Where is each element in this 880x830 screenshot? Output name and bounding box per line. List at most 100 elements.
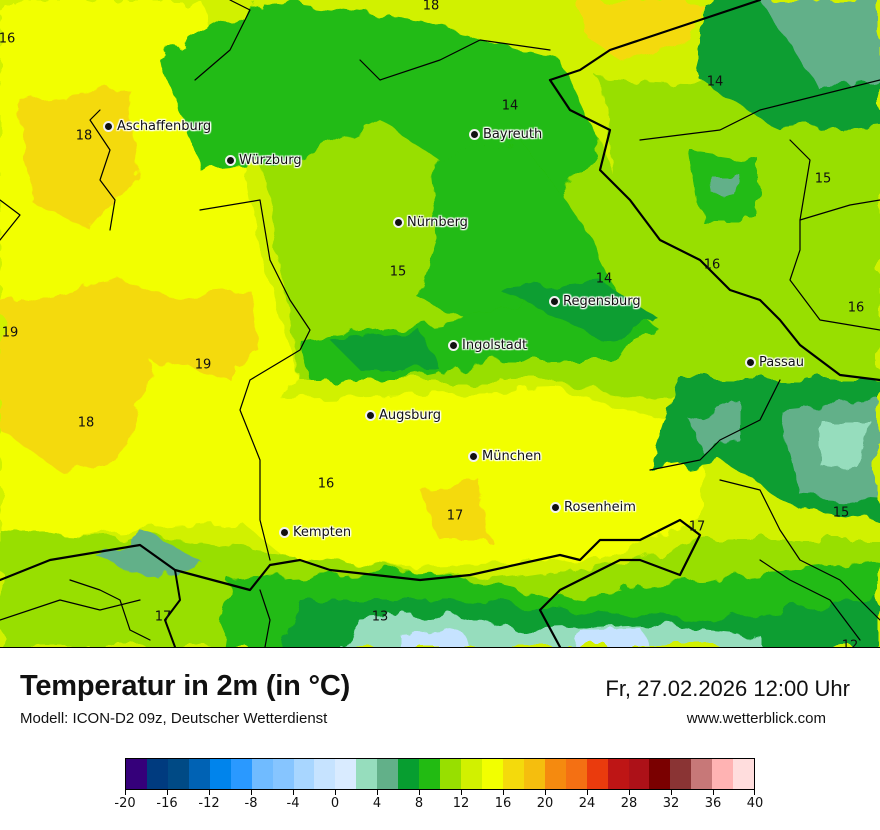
colorbar-tick-label: -4 — [286, 796, 300, 811]
city-name: Nürnberg — [407, 215, 468, 230]
colorbar-segment — [167, 759, 189, 789]
colorbar-segment — [544, 759, 566, 789]
colorbar-segment — [523, 759, 545, 789]
colorbar-segment — [356, 759, 378, 789]
colorbar-tick-label: -20 — [114, 796, 136, 811]
city-marker: Nürnberg — [393, 215, 468, 230]
temperature-colorbar — [125, 758, 755, 790]
colorbar-tick-label: -8 — [244, 796, 258, 811]
colorbar-tick-label: 36 — [704, 796, 722, 811]
temperature-value: 15 — [814, 171, 832, 187]
colorbar-segment — [440, 759, 461, 789]
forecast-datetime: Fr, 27.02.2026 12:00 Uhr — [605, 676, 850, 701]
city-marker: Regensburg — [549, 294, 641, 309]
colorbar-tick — [587, 790, 588, 795]
colorbar-segment — [293, 759, 315, 789]
city-name: Passau — [759, 355, 804, 370]
city-name: Würzburg — [239, 153, 302, 168]
colorbar-tick — [377, 790, 378, 795]
temperature-value: 15 — [389, 264, 407, 280]
website-link[interactable]: www.wetterblick.com — [686, 710, 826, 727]
colorbar-tick — [125, 790, 126, 795]
colorbar-tick-label: 24 — [578, 796, 596, 811]
temperature-value: 17 — [688, 519, 706, 535]
colorbar-segment — [377, 759, 399, 789]
colorbar-tick-label: 4 — [372, 796, 382, 811]
city-name: Ingolstadt — [462, 338, 528, 353]
colorbar-tick — [209, 790, 210, 795]
city-name: Aschaffenburg — [117, 119, 212, 134]
city-name: Regensburg — [563, 294, 641, 309]
colorbar-tick-label: 16 — [494, 796, 512, 811]
temperature-value: 17 — [446, 508, 464, 524]
model-info: Modell: ICON-D2 09z, Deutscher Wetterdie… — [20, 710, 328, 727]
city-dot-icon — [393, 217, 404, 228]
colorbar-segment — [461, 759, 482, 789]
city-marker: München — [468, 449, 541, 464]
city-name: Rosenheim — [564, 500, 636, 515]
colorbar-tick — [754, 790, 755, 795]
colorbar-segment — [335, 759, 357, 789]
colorbar-segment — [188, 759, 210, 789]
colorbar-segment — [649, 759, 671, 789]
temperature-value: 14 — [501, 98, 519, 114]
city-marker: Kempten — [279, 525, 352, 540]
city-marker: Ingolstadt — [448, 338, 528, 353]
map-title: Temperatur in 2m (in °C) — [20, 670, 351, 702]
temperature-value: 14 — [706, 74, 724, 90]
colorbar-segment — [565, 759, 587, 789]
colorbar-segment — [586, 759, 608, 789]
colorbar-segment — [126, 759, 147, 789]
temperature-field — [0, 0, 880, 647]
city-dot-icon — [549, 296, 560, 307]
city-dot-icon — [103, 121, 114, 132]
colorbar-segment — [419, 759, 441, 789]
colorbar-ticks: -20 -16 -12 -8 -4 0 4 8 12 16 20 24 28 32 36 40 — [114, 790, 763, 820]
city-dot-icon — [468, 451, 479, 462]
city-marker: Passau — [745, 355, 804, 370]
colorbar-tick — [713, 790, 714, 795]
colorbar-tick — [461, 790, 462, 795]
city-marker: Bayreuth — [469, 127, 543, 142]
temperature-value: 14 — [595, 271, 613, 287]
city-marker: Aschaffenburg — [103, 119, 212, 134]
temperature-value: 16 — [703, 257, 721, 273]
temperature-value: 17 — [154, 609, 172, 625]
colorbar-segment — [481, 759, 503, 789]
colorbar-tick-label: 12 — [452, 796, 470, 811]
temperature-value: 16 — [317, 476, 335, 492]
temperature-value: 18 — [422, 0, 440, 14]
temperature-value: 15 — [832, 505, 850, 521]
colorbar-tick-label: 40 — [746, 796, 764, 811]
city-dot-icon — [745, 357, 756, 368]
colorbar-tick — [251, 790, 252, 795]
borders — [0, 0, 880, 647]
colorbar-segment — [691, 759, 713, 789]
colorbar-tick — [545, 790, 546, 795]
colorbar-segment — [502, 759, 524, 789]
temperature-value: 13 — [371, 609, 389, 625]
temperature-value: 19 — [194, 357, 212, 373]
colorbar-segment — [670, 759, 692, 789]
city-name: Bayreuth — [483, 127, 543, 142]
colorbar-segment — [314, 759, 336, 789]
colorbar-tick — [671, 790, 672, 795]
colorbar-segment — [146, 759, 168, 789]
colorbar-tick-label: -12 — [198, 796, 220, 811]
colorbar-tick — [335, 790, 336, 795]
city-dot-icon — [448, 340, 459, 351]
colorbar-segment — [272, 759, 294, 789]
city-dot-icon — [365, 410, 376, 421]
city-dot-icon — [225, 155, 236, 166]
city-marker: Augsburg — [365, 408, 441, 423]
temperature-value: 18 — [75, 128, 93, 144]
temperature-value: 16 — [847, 300, 865, 316]
temperature-value: 16 — [0, 31, 16, 47]
colorbar-tick-label: -16 — [156, 796, 178, 811]
colorbar-tick-label: 0 — [330, 796, 340, 811]
colorbar-segment — [230, 759, 252, 789]
city-name: Kempten — [293, 525, 352, 540]
colorbar-tick — [419, 790, 420, 795]
colorbar-tick — [503, 790, 504, 795]
colorbar-segment — [712, 759, 734, 789]
